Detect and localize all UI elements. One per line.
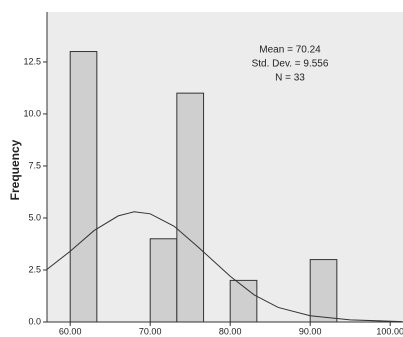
x-tick-label: 70.00 bbox=[139, 326, 162, 336]
y-tick-label: 12.5 bbox=[23, 56, 41, 66]
stat-annotation: N = 33 bbox=[275, 73, 305, 84]
plot-area bbox=[47, 12, 403, 322]
bar bbox=[176, 92, 205, 323]
y-axis-label: Frequency bbox=[8, 139, 22, 200]
bar bbox=[69, 51, 98, 323]
y-tick-label: 0.0 bbox=[28, 316, 41, 326]
bar bbox=[229, 279, 258, 323]
bar bbox=[309, 259, 338, 323]
stat-annotation: Mean = 70.24 bbox=[259, 45, 321, 56]
x-tick-label: 90.00 bbox=[299, 326, 322, 336]
x-tick-label: 100.00 bbox=[376, 326, 403, 336]
y-tick-label: 10.0 bbox=[23, 108, 41, 118]
bar bbox=[149, 238, 178, 323]
y-tick-label: 7.5 bbox=[28, 160, 41, 170]
y-tick-label: 5.0 bbox=[28, 212, 41, 222]
normal-curve bbox=[45, 211, 403, 323]
x-tick-label: 80.00 bbox=[219, 326, 242, 336]
stat-annotation: Std. Dev. = 9.556 bbox=[252, 59, 329, 70]
x-tick-label: 60.00 bbox=[59, 326, 82, 336]
y-tick-label: 2.5 bbox=[28, 264, 41, 274]
